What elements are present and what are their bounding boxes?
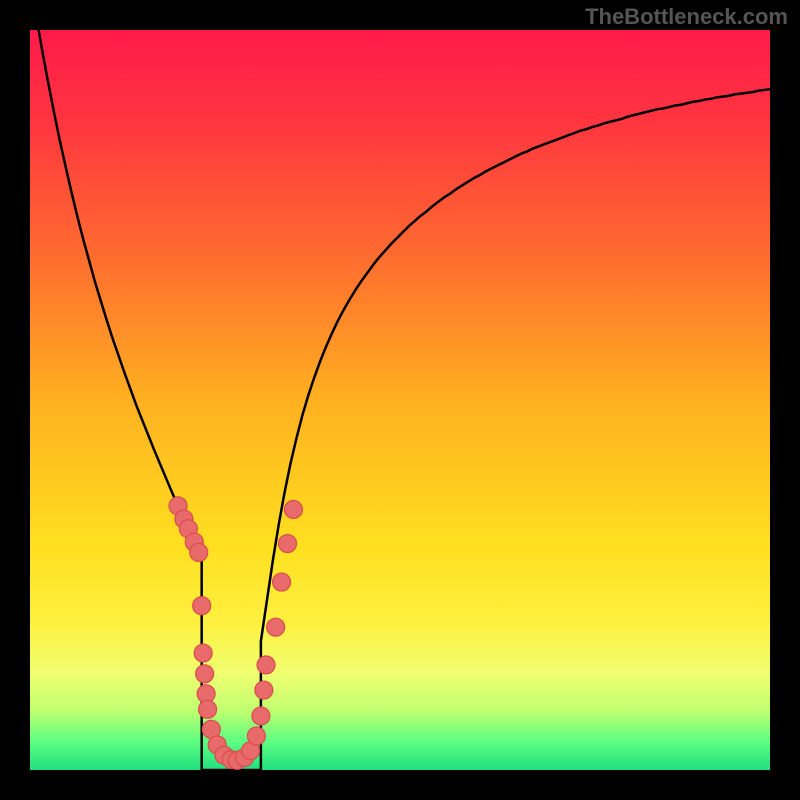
data-marker <box>257 656 275 674</box>
data-marker <box>284 501 302 519</box>
data-marker <box>190 543 208 561</box>
watermark-text: TheBottleneck.com <box>585 4 788 30</box>
data-marker <box>267 618 285 636</box>
data-marker <box>255 681 273 699</box>
data-marker <box>194 644 212 662</box>
bottleneck-chart <box>0 0 800 800</box>
data-marker <box>199 700 217 718</box>
data-marker <box>196 665 214 683</box>
data-marker <box>247 727 265 745</box>
data-marker <box>279 535 297 553</box>
data-marker <box>273 573 291 591</box>
gradient-background <box>30 30 770 770</box>
data-marker <box>193 597 211 615</box>
chart-container: TheBottleneck.com <box>0 0 800 800</box>
data-marker <box>252 707 270 725</box>
